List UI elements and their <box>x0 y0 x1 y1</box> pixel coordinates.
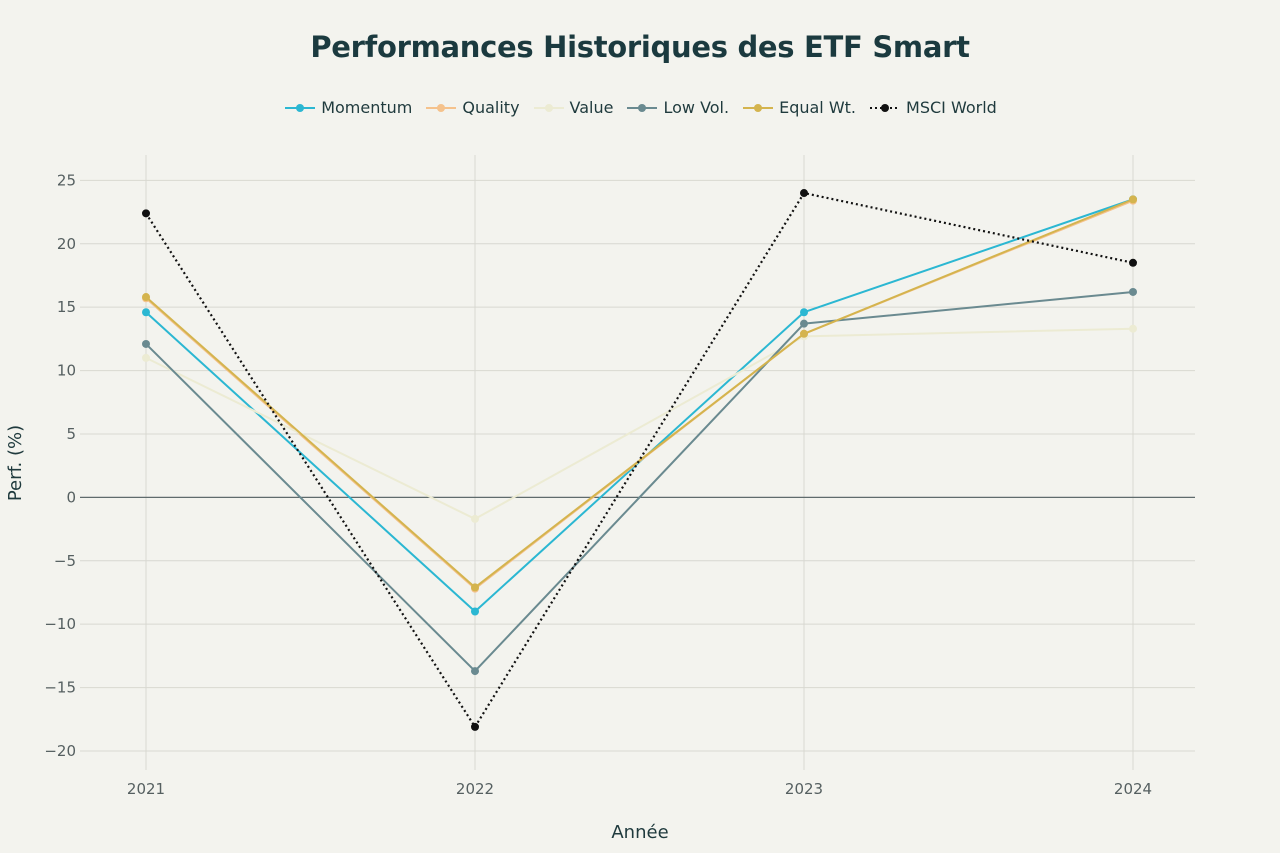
data-point <box>1129 258 1137 267</box>
data-point <box>1129 195 1137 204</box>
y-tick-label: 20 <box>57 235 76 253</box>
legend-label: Low Vol. <box>663 98 730 117</box>
y-tick-label: 0 <box>66 488 76 506</box>
data-point <box>142 308 150 317</box>
data-point <box>471 667 479 676</box>
data-point <box>142 353 150 362</box>
series-msci-world <box>142 189 1137 731</box>
legend-label: Quality <box>462 98 520 117</box>
legend-swatch <box>870 103 901 112</box>
data-point <box>800 308 808 317</box>
data-point <box>471 514 479 523</box>
legend-label: Equal Wt. <box>779 98 857 117</box>
legend-label: Momentum <box>321 98 413 117</box>
data-point <box>471 722 479 731</box>
legend-label: Value <box>569 98 614 117</box>
y-tick-label: 5 <box>66 425 76 443</box>
y-tick-label: 15 <box>57 298 76 316</box>
legend-item[interactable]: Value <box>532 98 614 117</box>
legend-swatch <box>285 103 316 112</box>
series-value <box>142 324 1137 523</box>
y-tick-label: −20 <box>44 742 76 760</box>
data-point <box>142 339 150 348</box>
data-point <box>800 319 808 328</box>
legend-item[interactable]: Quality <box>424 98 520 117</box>
x-tick-label: 2022 <box>456 780 494 798</box>
y-tick-label: −5 <box>54 552 76 570</box>
data-point <box>142 209 150 218</box>
legend-item[interactable]: MSCI World <box>868 98 997 117</box>
series-lines <box>142 189 1137 731</box>
data-point <box>142 293 150 302</box>
axis-labels: 25 20 15 10 5 0 −5 −10 −15 −20 2021 2022 2023 2024 Ann… <box>5 171 1152 843</box>
series-line <box>145 327 1134 520</box>
x-axis-title: Année <box>611 822 668 843</box>
y-tick-label: −10 <box>44 615 76 633</box>
legend-item[interactable]: Equal Wt. <box>741 98 856 117</box>
y-axis-title: Perf. (%) <box>5 425 26 501</box>
legend-swatch <box>426 103 457 112</box>
chart-title: Performances Historiques des ETF Smart <box>310 30 970 64</box>
series-line <box>145 191 1134 728</box>
data-point <box>471 607 479 616</box>
chart-legend: Momentum Quality Value Low Vol. Equal Wt. MSC… <box>0 98 1280 117</box>
data-point <box>1129 287 1137 296</box>
legend-swatch <box>627 103 658 112</box>
x-tick-label: 2021 <box>127 780 165 798</box>
legend-label: MSCI World <box>906 98 997 117</box>
y-tick-label: −15 <box>44 679 76 697</box>
series-quality <box>142 196 1137 593</box>
legend-swatch <box>533 103 564 112</box>
legend-swatch <box>743 103 774 112</box>
y-tick-label: 25 <box>57 171 76 189</box>
series-low-vol <box>142 287 1137 676</box>
legend-item[interactable]: Low Vol. <box>625 98 729 117</box>
y-tick-label: 10 <box>57 362 76 380</box>
data-point <box>800 189 808 198</box>
data-point <box>800 329 808 338</box>
data-point <box>1129 324 1137 333</box>
legend-item[interactable]: Momentum <box>283 98 412 117</box>
x-tick-label: 2023 <box>785 780 823 798</box>
grid-lines <box>80 155 1195 770</box>
series-equal-wt <box>142 195 1137 592</box>
series-line <box>145 198 1134 589</box>
series-line <box>145 290 1134 673</box>
data-point <box>471 583 479 592</box>
x-tick-label: 2024 <box>1114 780 1152 798</box>
